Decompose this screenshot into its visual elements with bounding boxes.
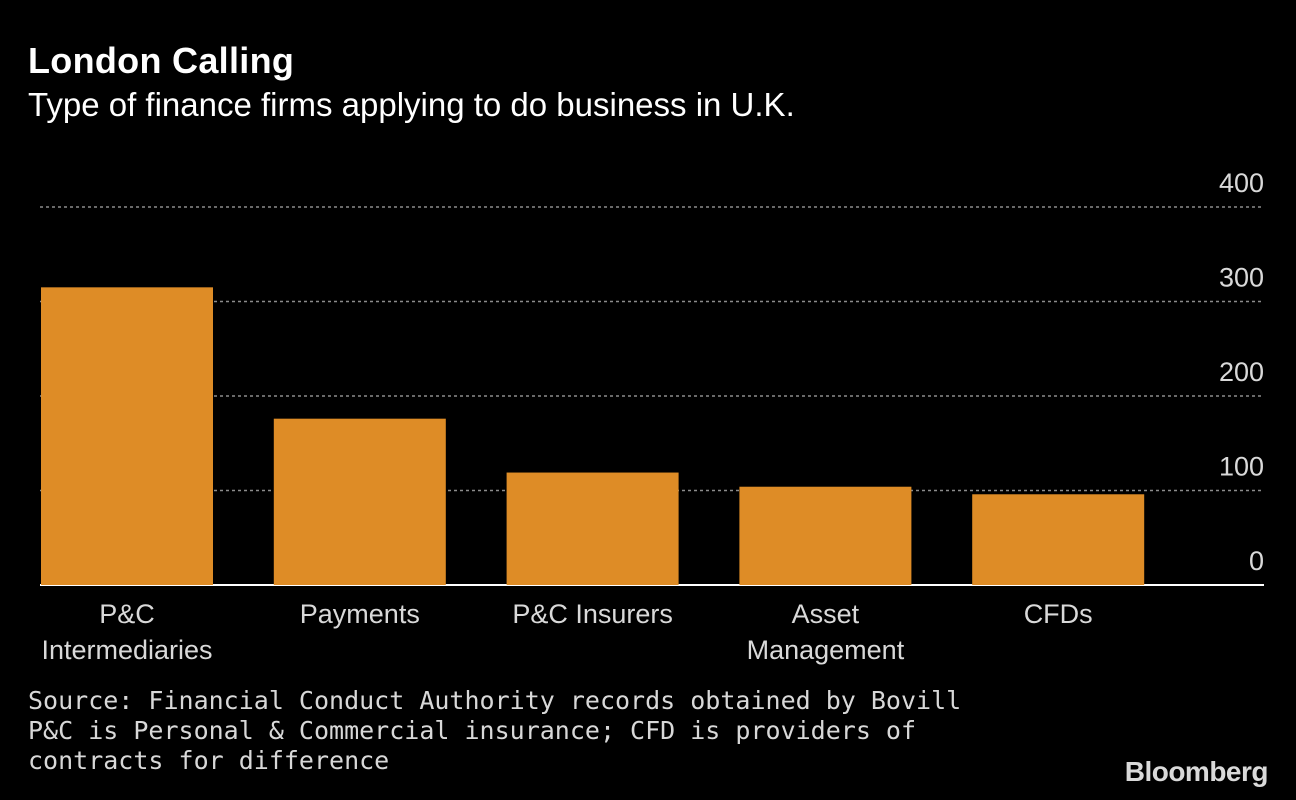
x-tick-label: P&C Intermediaries — [41, 599, 212, 665]
footnote: P&C is Personal & Commercial insurance; … — [28, 716, 917, 775]
chart-title: London Calling — [28, 40, 295, 81]
y-tick-label: 100 — [1219, 452, 1264, 482]
y-tick-label: 200 — [1219, 357, 1264, 387]
x-tick-label: P&C Insurers — [512, 599, 673, 629]
bloomberg-logo: Bloomberg — [1124, 756, 1269, 787]
chart-notes: Source: Financial Conduct Authority reco… — [28, 686, 988, 776]
y-tick-label: 0 — [1249, 546, 1264, 576]
source-note: Source: Financial Conduct Authority reco… — [28, 686, 962, 715]
bar — [739, 486, 912, 585]
x-tick-label: Payments — [300, 599, 420, 629]
bar — [506, 472, 679, 585]
bar-chart: 0 100 200 300 400 P&C Intermediaries Payments P&… — [40, 168, 1264, 665]
y-tick-label: 300 — [1219, 263, 1264, 293]
bar — [273, 418, 446, 585]
x-tick-label: Asset Management — [747, 599, 905, 665]
chart-subtitle: Type of finance firms applying to do bus… — [28, 86, 795, 123]
bar — [41, 287, 213, 585]
bar — [972, 494, 1145, 585]
x-tick-label: CFDs — [1024, 599, 1093, 629]
y-tick-label: 400 — [1219, 168, 1264, 198]
